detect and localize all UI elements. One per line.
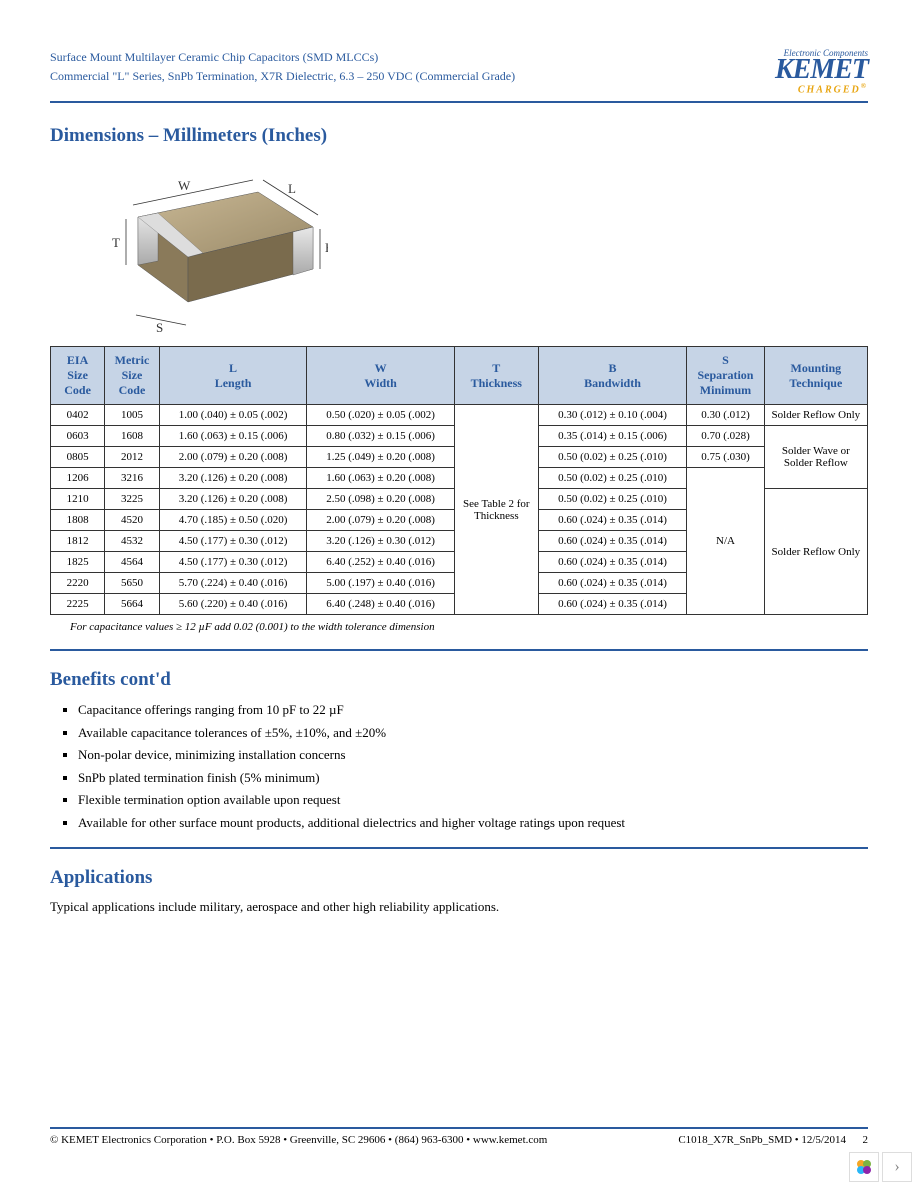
diagram-label-t: T (112, 235, 120, 250)
header-text-block: Surface Mount Multilayer Ceramic Chip Ca… (50, 48, 515, 86)
chevron-right-icon: › (894, 1158, 899, 1176)
th-metric: MetricSizeCode (105, 347, 160, 405)
pager-logo-icon[interactable] (849, 1152, 879, 1182)
logo-subtext: CHARGED (798, 84, 861, 95)
list-item: Flexible termination option available up… (78, 791, 868, 809)
list-item: Capacitance offerings ranging from 10 pF… (78, 701, 868, 719)
applications-text: Typical applications include military, a… (50, 899, 868, 915)
th-length: LLength (159, 347, 307, 405)
dimensions-table: EIASizeCode MetricSizeCode LLength WWidt… (50, 346, 868, 615)
footer-page-number: 2 (863, 1134, 869, 1146)
section-title-dimensions: Dimensions – Millimeters (Inches) (50, 125, 868, 147)
th-separation: SSeparationMinimum (687, 347, 764, 405)
list-item: Available capacitance tolerances of ±5%,… (78, 724, 868, 742)
page-header: Surface Mount Multilayer Ceramic Chip Ca… (50, 48, 868, 103)
dimensions-tbody: 0402 1005 1.00 (.040) ± 0.05 (.002) 0.50… (51, 405, 868, 615)
table-footnote: For capacitance values ≥ 12 µF add 0.02 … (70, 621, 868, 633)
footer-left: © KEMET Electronics Corporation • P.O. B… (50, 1134, 547, 1146)
cell-mount-2: Solder Wave or Solder Reflow (764, 426, 867, 489)
list-item: Non-polar device, minimizing installatio… (78, 746, 868, 764)
list-item: SnPb plated termination finish (5% minim… (78, 769, 868, 787)
logo-name: KEMET (775, 58, 868, 82)
th-mounting: MountingTechnique (764, 347, 867, 405)
header-line-1: Surface Mount Multilayer Ceramic Chip Ca… (50, 48, 515, 67)
cell-separation-na: N/A (687, 468, 764, 615)
section-title-applications: Applications (50, 867, 868, 889)
table-row: 0402 1005 1.00 (.040) ± 0.05 (.002) 0.50… (51, 405, 868, 426)
cell-mount-3: Solder Reflow Only (764, 489, 867, 615)
th-eia: EIASizeCode (51, 347, 105, 405)
table-header-row: EIASizeCode MetricSizeCode LLength WWidt… (51, 347, 868, 405)
header-line-2: Commercial "L" Series, SnPb Termination,… (50, 67, 515, 86)
divider (50, 649, 868, 651)
list-item: Available for other surface mount produc… (78, 814, 868, 832)
diagram-label-b: B (325, 240, 328, 255)
diagram-label-w: W (178, 178, 191, 193)
benefits-list: Capacitance offerings ranging from 10 pF… (78, 701, 868, 831)
divider (50, 847, 868, 849)
cell-thickness-merged: See Table 2 for Thickness (454, 405, 538, 615)
footer-doc-id: C1018_X7R_SnPb_SMD • 12/5/2014 (678, 1134, 846, 1146)
next-page-button[interactable]: › (882, 1152, 912, 1182)
pager-widget: › (849, 1152, 912, 1182)
th-bandwidth: BBandwidth (538, 347, 686, 405)
chip-dimension-diagram: W L T B S (68, 157, 868, 336)
diagram-label-l: L (288, 181, 296, 196)
th-thickness: TThickness (454, 347, 538, 405)
section-title-benefits: Benefits cont'd (50, 669, 868, 691)
page-footer: © KEMET Electronics Corporation • P.O. B… (50, 1127, 868, 1146)
th-width: WWidth (307, 347, 454, 405)
diagram-label-s: S (156, 320, 163, 332)
cell-mount-1: Solder Reflow Only (764, 405, 867, 426)
brand-logo: Electronic Components KEMET CHARGED® (775, 48, 868, 95)
